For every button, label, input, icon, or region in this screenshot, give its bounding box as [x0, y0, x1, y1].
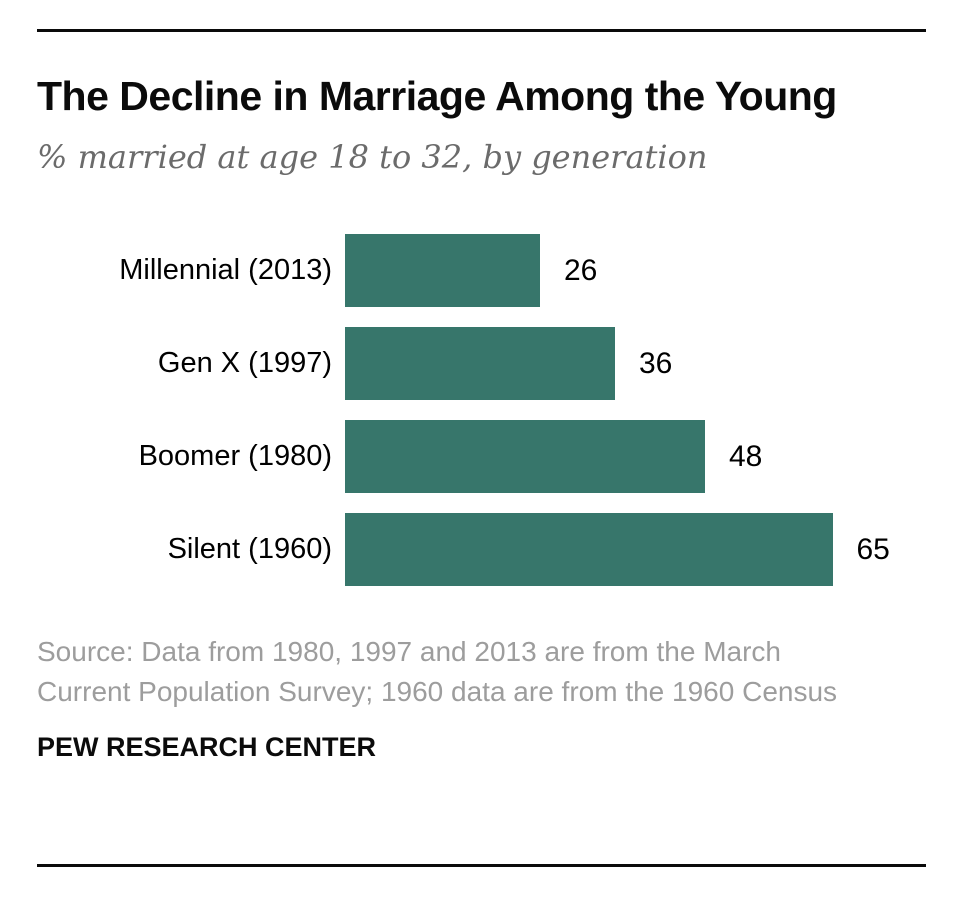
category-label: Silent (1960) — [167, 533, 332, 566]
value-label: 65 — [856, 532, 890, 566]
bar — [345, 327, 615, 401]
source-line-2: Current Population Survey; 1960 data are… — [37, 676, 838, 708]
category-label: Millennial (2013) — [119, 254, 332, 287]
chart-title: The Decline in Marriage Among the Young — [37, 73, 837, 119]
value-label: 36 — [639, 346, 673, 380]
bar — [345, 420, 705, 494]
bar-row: Millennial (2013) 26 — [37, 234, 943, 308]
source-line-1: Source: Data from 1980, 1997 and 2013 ar… — [37, 636, 781, 668]
category-label: Gen X (1997) — [157, 347, 332, 380]
chart-subtitle: % married at age 18 to 32, by generation — [37, 138, 708, 177]
top-rule — [37, 29, 926, 32]
value-label: 48 — [729, 439, 763, 473]
bar-chart: Millennial (2013) 26 Gen X (1997) 36 Boomer … — [37, 234, 943, 587]
source-note: Source: Data from 1980, 1997 and 2013 ar… — [37, 632, 943, 712]
bottom-rule — [37, 864, 926, 867]
bar-row: Silent (1960) 65 — [37, 513, 943, 587]
value-label: 26 — [564, 253, 598, 287]
category-label: Boomer (1980) — [138, 440, 332, 473]
bar — [345, 513, 833, 587]
branding-text: PEW RESEARCH CENTER — [37, 732, 377, 763]
bar-row: Boomer (1980) 48 — [37, 420, 943, 494]
bar — [345, 234, 540, 308]
bar-row: Gen X (1997) 36 — [37, 327, 943, 401]
